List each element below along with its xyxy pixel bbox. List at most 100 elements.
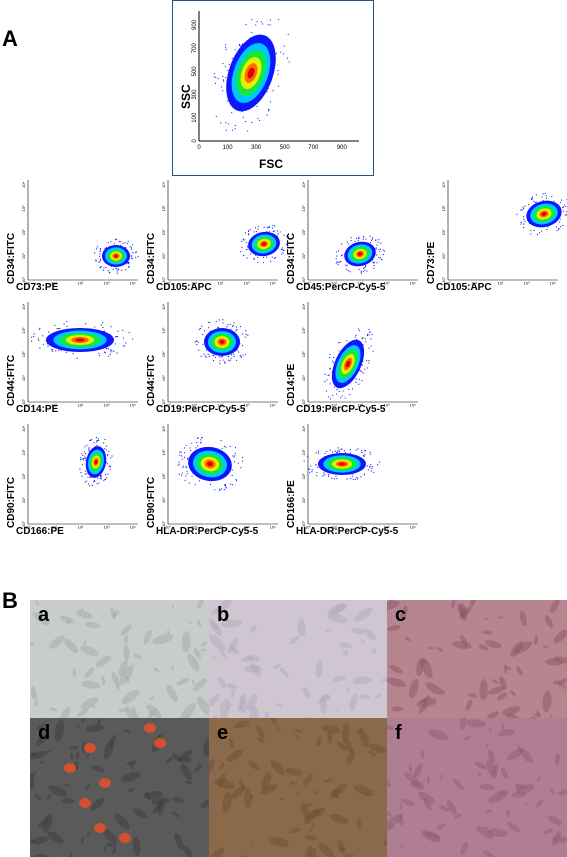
cell-texture — [34, 854, 49, 857]
cell-texture — [562, 684, 567, 690]
cell-texture — [315, 809, 321, 817]
flow-plot: 10° 10° 10¹ 10¹ 10² 10² 10³ 10³ 10⁴ 10⁴ CD166:PE HL… — [286, 420, 422, 538]
cell-texture — [341, 650, 349, 655]
cell-texture — [297, 618, 306, 638]
cell-texture — [85, 621, 101, 629]
cell-texture — [184, 781, 193, 785]
cell-texture — [85, 752, 90, 759]
cell-texture — [153, 667, 160, 672]
cell-texture — [187, 620, 193, 624]
flow-plot-svg: 10°10° 10¹ 10¹ 10² 10² 10³ 10³ 10⁴ 10⁴ — [301, 180, 418, 286]
flow-x-tick: 10¹ — [51, 403, 57, 408]
cell-texture — [77, 708, 88, 717]
cell-texture — [550, 788, 555, 796]
cell-texture — [260, 784, 278, 795]
cell-texture — [212, 655, 216, 661]
cell-texture — [460, 842, 469, 856]
cell-texture — [420, 657, 433, 678]
flow-y-tick: 10¹ — [441, 253, 446, 259]
cell-texture — [103, 740, 114, 760]
cell-texture — [229, 738, 234, 749]
cell-texture — [218, 676, 226, 689]
flow-plot-svg: 10°10° 10¹ 10¹ 10² 10² 10³ 10³ 10⁴ 10⁴ — [21, 302, 138, 408]
cell-texture — [259, 740, 265, 743]
cell-texture — [553, 656, 567, 664]
cell-texture — [517, 744, 522, 753]
flow-y-tick: 10³ — [441, 205, 446, 211]
flow-y-tick: 10³ — [21, 449, 26, 455]
cell-texture — [401, 798, 415, 807]
cell-texture — [453, 778, 462, 789]
flow-x-label: HLA-DR:PerCP-Cy5-5 — [156, 526, 259, 537]
flow-y-tick: 10¹ — [21, 497, 26, 503]
cell-texture — [349, 693, 358, 712]
cell-texture — [81, 680, 101, 689]
flow-y-label: CD73:PE — [426, 241, 437, 284]
flow-y-tick: 10⁴ — [21, 425, 26, 431]
cell-texture — [192, 679, 195, 686]
cell-texture — [327, 603, 348, 615]
cell-texture — [112, 610, 119, 618]
cell-texture — [418, 791, 436, 805]
flow-x-tick: 10° — [165, 403, 171, 408]
flow-y-tick: 10¹ — [301, 253, 306, 259]
cell-texture — [420, 750, 425, 759]
flow-y-label: CD44:FITC — [146, 354, 157, 406]
cell-texture — [172, 604, 174, 610]
cell-texture — [250, 662, 261, 677]
cell-texture — [261, 771, 272, 790]
cell-texture — [105, 842, 117, 848]
cell-texture — [240, 855, 248, 857]
cell-texture — [343, 853, 354, 857]
cell-texture — [143, 629, 152, 645]
cell-texture — [132, 706, 136, 713]
flow-y-tick: 10³ — [301, 327, 306, 333]
cell-texture — [218, 762, 225, 771]
cell-texture — [197, 696, 209, 716]
cell-texture — [244, 788, 252, 809]
cell-texture — [181, 630, 191, 653]
micrograph-e: e — [209, 718, 388, 857]
flow-density-blob — [30, 320, 134, 359]
micrograph-texture — [387, 600, 567, 718]
cell-texture — [550, 600, 560, 613]
cell-texture — [421, 830, 441, 843]
cell-texture — [438, 804, 450, 812]
cell-texture — [427, 647, 434, 650]
cell-texture — [308, 848, 317, 857]
cell-texture — [34, 699, 38, 707]
cell-texture — [331, 794, 340, 799]
flow-x-tick: 10² — [77, 525, 83, 530]
flow-x-tick: 10° — [305, 403, 311, 408]
flow-y-tick: 10⁴ — [161, 181, 166, 187]
fsc-ssc-plot: 0 100 300 500 700 900 0 100 300 500 700 900 — [192, 11, 359, 151]
fsc-density-blob — [213, 18, 290, 132]
cell-texture — [118, 660, 128, 676]
cell-texture — [325, 628, 333, 633]
flow-y-tick: 10² — [21, 473, 26, 479]
cell-texture — [220, 698, 230, 718]
flow-x-tick: 10⁴ — [410, 403, 416, 408]
cell-texture — [146, 704, 162, 718]
cell-texture — [209, 694, 220, 706]
flow-y-tick: 10² — [21, 351, 26, 357]
cell-texture — [316, 736, 322, 747]
cell-texture — [35, 734, 49, 746]
cell-texture — [126, 760, 137, 766]
cell-texture — [542, 690, 552, 713]
cell-texture — [180, 703, 196, 718]
flow-x-tick: 10⁴ — [270, 525, 276, 530]
flow-density-blob — [239, 224, 289, 264]
flow-x-tick: 10⁴ — [550, 281, 556, 286]
cell-texture — [120, 624, 132, 636]
cell-texture — [543, 645, 549, 649]
flow-density-blob — [335, 235, 386, 274]
cell-texture — [502, 706, 521, 716]
cell-texture — [424, 831, 441, 840]
cell-texture — [34, 793, 42, 802]
cell-texture — [30, 773, 35, 790]
cell-texture — [491, 679, 499, 684]
cell-texture — [256, 737, 264, 742]
flow-y-tick: 10° — [441, 277, 446, 283]
fsc-x-tick: 700 — [308, 145, 319, 151]
